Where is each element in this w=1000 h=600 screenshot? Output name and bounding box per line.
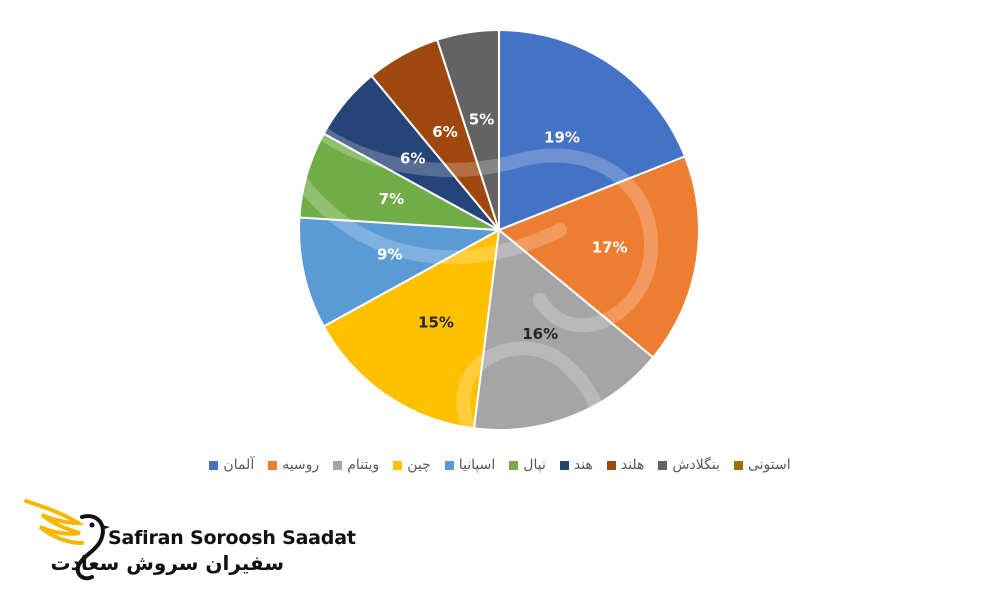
legend-swatch [509, 460, 519, 470]
legend-item-1: آلمان [209, 457, 254, 473]
legend-label: نپال [523, 457, 546, 473]
data-label-5: 9% [377, 245, 402, 263]
legend-item-5: اسپانیا [444, 457, 496, 473]
legend-swatch [444, 460, 454, 470]
legend-label: روسیه [282, 457, 320, 473]
company-logo: Safiran Soroosh Saadat سفیران سروش سعادت [22, 493, 356, 583]
legend-label: ویتنام [347, 457, 380, 473]
legend-swatch [733, 460, 743, 470]
legend-swatch [658, 460, 668, 470]
bird-logo-icon [24, 499, 110, 581]
legend-item-4: چین [393, 457, 431, 473]
watermark-logo [263, 63, 659, 440]
pie-chart: 19% 17% 16% 15% 9% 7% 6% 6% 5% [263, 28, 700, 440]
legend-item-2: روسیه [268, 457, 319, 473]
data-label-1: 19% [544, 128, 580, 146]
data-label-3: 16% [522, 325, 558, 343]
pie-slice-4 [322, 228, 501, 430]
legend-swatch [393, 460, 403, 470]
legend-item-9: بنگلادش [658, 457, 720, 473]
pie-slice-5 [298, 216, 503, 328]
data-label-9: 5% [469, 110, 494, 128]
data-label-7: 6% [400, 150, 425, 168]
legend-swatch [559, 460, 569, 470]
data-label-2: 17% [592, 239, 628, 257]
legend-label: بنگلادش [672, 457, 720, 473]
pie-slice-2 [497, 155, 700, 359]
logo-persian-text: سفیران سروش سعادت [50, 551, 285, 575]
pie-data-labels: 19% 17% 16% 15% 9% 7% 6% 6% 5% [377, 110, 628, 343]
chart-legend: آلمان روسیه ویتنام چین اسپانیا نپال هند هلند بنگ… [0, 452, 1000, 478]
pie-slice-3 [472, 228, 655, 431]
data-label-4: 15% [418, 314, 454, 332]
data-label-6: 7% [379, 190, 404, 208]
legend-item-3: ویتنام [333, 457, 379, 473]
logo-latin-text: Safiran Soroosh Saadat [108, 527, 356, 549]
pie-slice-9 [435, 28, 500, 231]
legend-swatch [268, 460, 278, 470]
legend-item-10: استونی [733, 457, 791, 473]
legend-item-8: هلند [606, 457, 645, 473]
legend-item-6: نپال [509, 457, 546, 473]
pie-slices [298, 28, 700, 431]
legend-swatch [606, 460, 616, 470]
pie-slice-1 [498, 28, 687, 232]
legend-swatch [209, 460, 219, 470]
legend-label: هند [573, 457, 593, 473]
legend-label: آلمان [223, 457, 255, 473]
pie-chart-svg: 19% 17% 16% 15% 9% 7% 6% 6% 5% [263, 28, 700, 440]
legend-item-7: هند [559, 457, 593, 473]
legend-swatch [333, 460, 343, 470]
legend-label: هلند [620, 457, 645, 473]
data-label-8: 6% [432, 123, 457, 141]
legend-label: اسپانیا [458, 457, 496, 473]
legend-label: استونی [747, 457, 791, 473]
legend-label: چین [407, 457, 431, 473]
